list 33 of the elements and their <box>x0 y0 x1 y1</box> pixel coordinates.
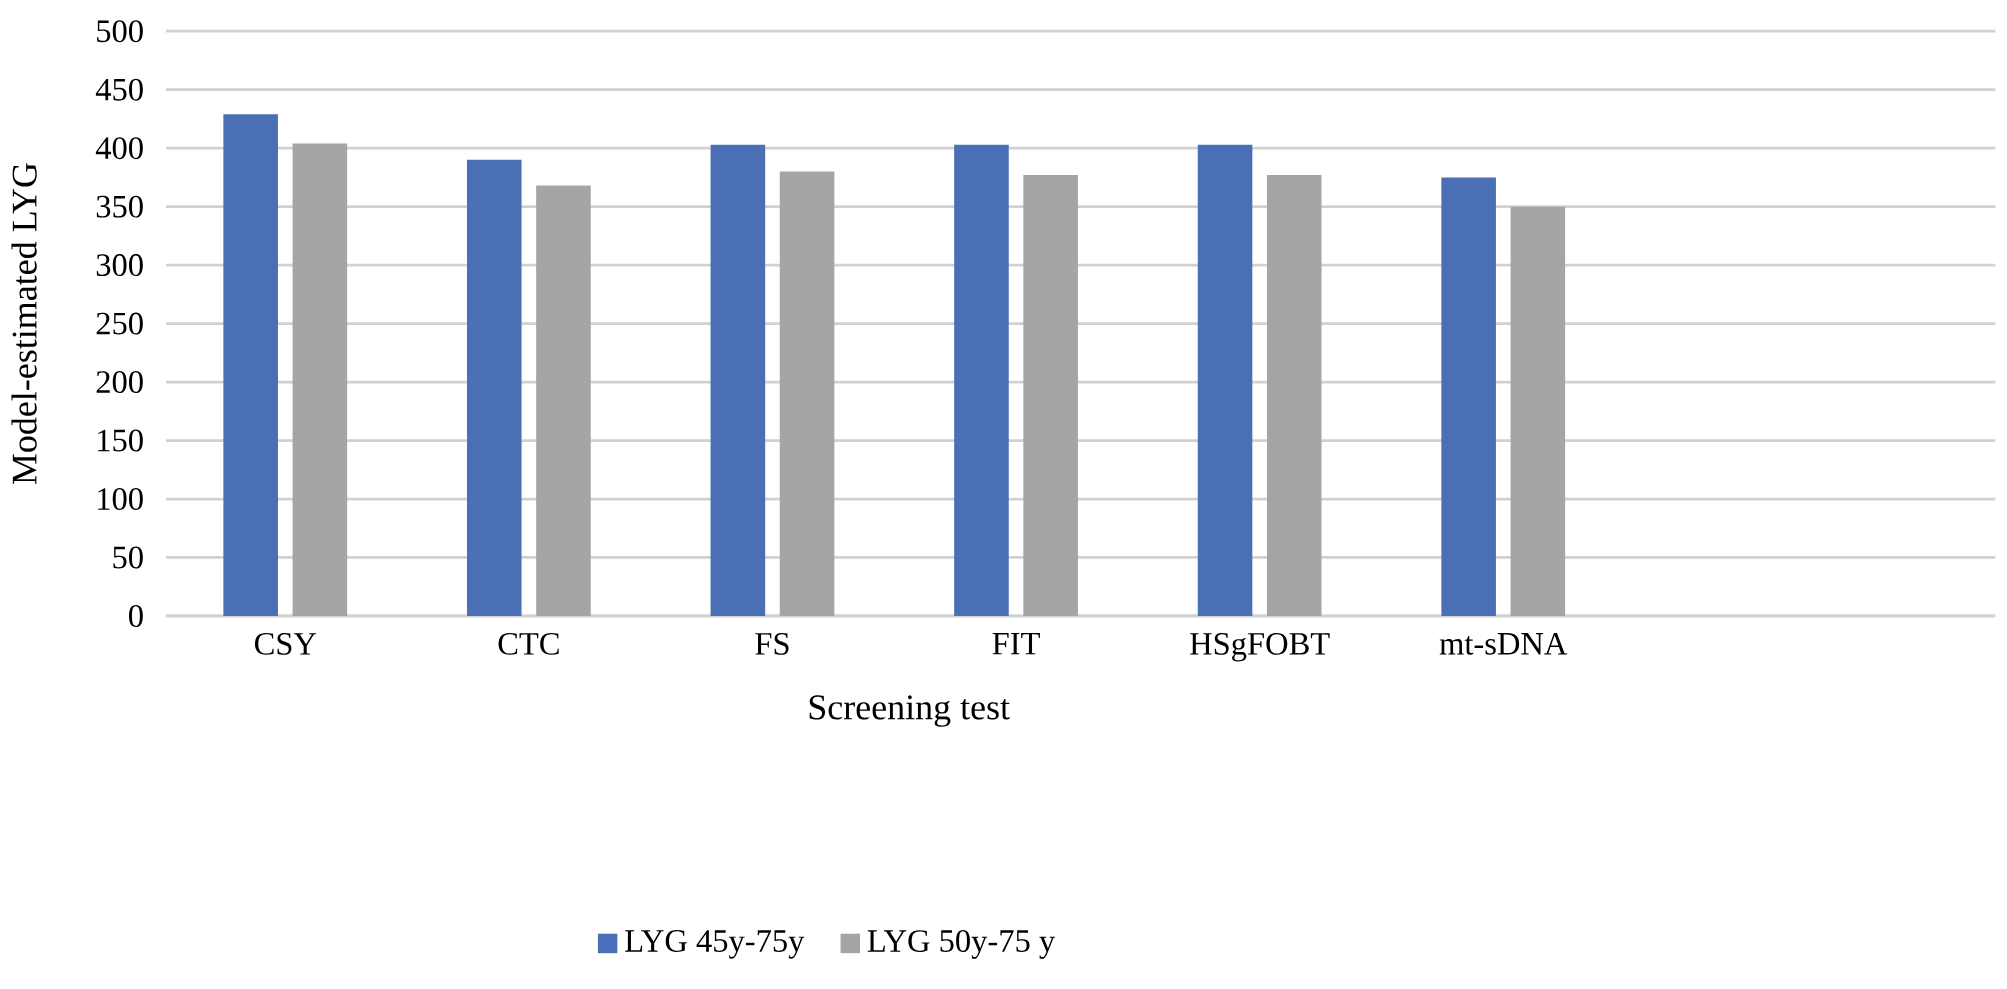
x-tick-label: mt-sDNA <box>1439 632 1568 655</box>
y-tick-label: 450 <box>95 78 143 101</box>
bar <box>1023 174 1078 616</box>
y-tick-label: 0 <box>129 604 143 627</box>
x-tick-label: CSY <box>254 632 317 655</box>
bar <box>536 185 591 616</box>
bar <box>954 144 1009 616</box>
y-tick-label: 150 <box>98 429 143 452</box>
y-tick-label: 200 <box>96 370 143 393</box>
y-tick-label: 350 <box>96 195 143 218</box>
y-axis-title: Model-estimated LYG <box>11 163 37 484</box>
y-tick-label: 250 <box>96 312 143 335</box>
bar <box>1197 144 1253 616</box>
x-tick-label: FS <box>755 632 789 655</box>
bar <box>1266 174 1322 616</box>
bar <box>223 114 278 616</box>
x-tick-label: CTC <box>498 632 559 655</box>
bar <box>710 144 766 616</box>
bar <box>292 143 348 616</box>
x-tick-label: FIT <box>992 632 1040 655</box>
x-axis-title: Screening test <box>809 695 1010 727</box>
bar <box>779 171 835 616</box>
y-tick-label: 500 <box>97 20 143 43</box>
y-tick-label: 400 <box>95 137 143 160</box>
legend-label: LYG 45y-75y <box>625 929 805 959</box>
y-tick-label: 100 <box>98 487 143 510</box>
legend-label: LYG 50y-75 y <box>867 929 1056 959</box>
bar <box>1510 206 1566 616</box>
bar <box>1441 177 1496 616</box>
bar <box>466 159 522 616</box>
y-tick-label: 50 <box>113 546 143 569</box>
y-tick-label: 300 <box>96 253 143 276</box>
x-tick-label: HSgFOBT <box>1190 632 1330 662</box>
